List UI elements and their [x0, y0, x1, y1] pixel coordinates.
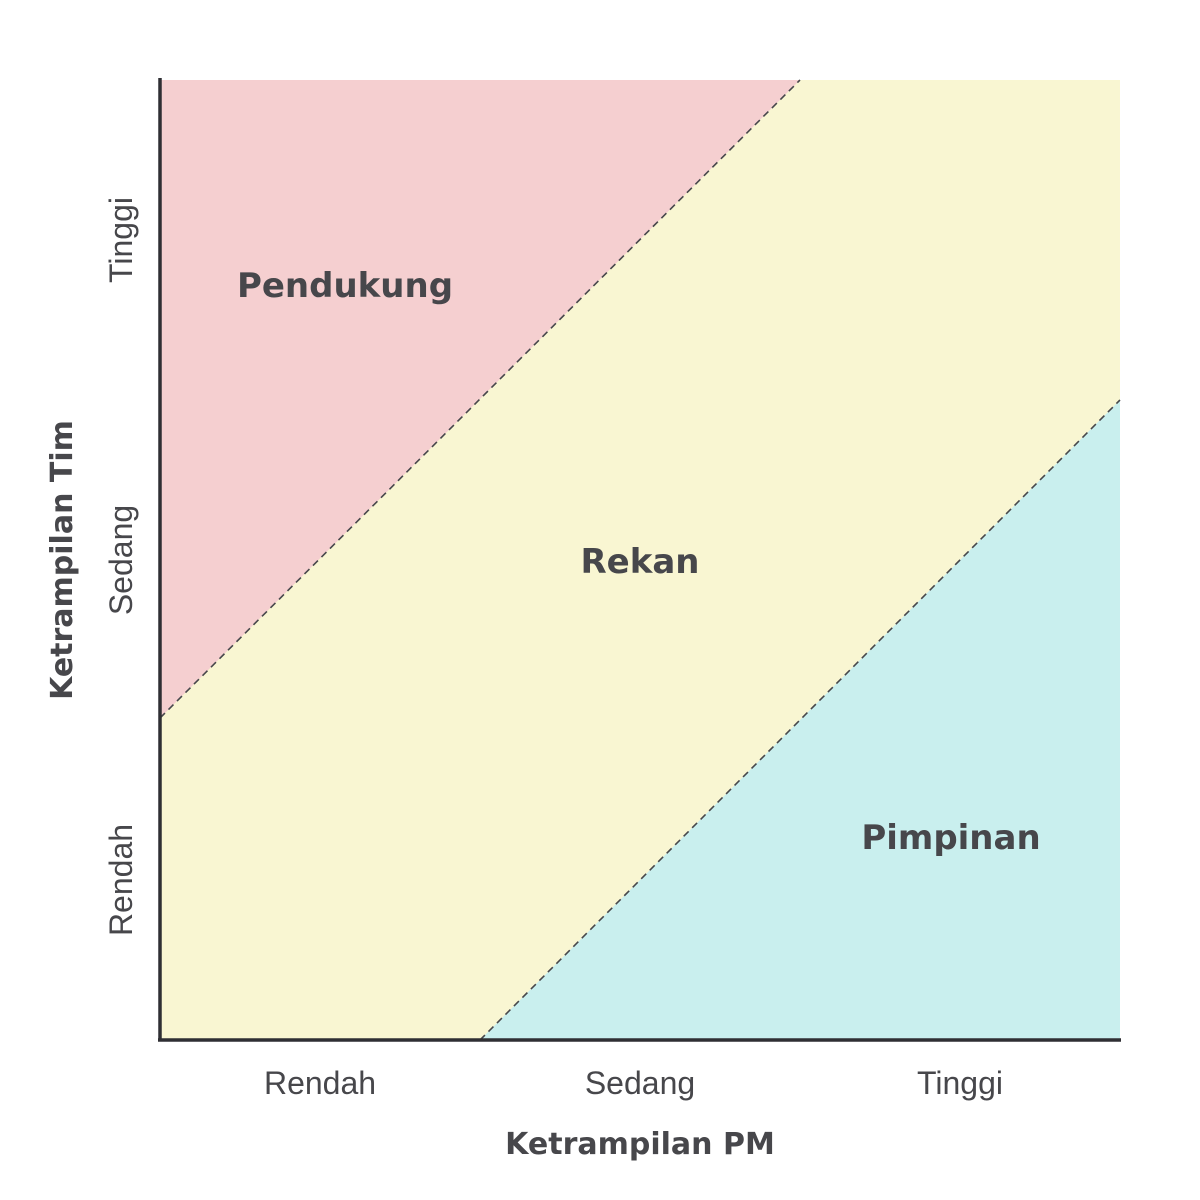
- region-label-middle: Rekan: [581, 542, 700, 582]
- region-label-bottom: Pimpinan: [861, 818, 1040, 858]
- y-axis-title: Ketrampilan Tim: [45, 420, 80, 700]
- x-axis-title: Ketrampilan PM: [505, 1127, 775, 1162]
- region-label-top: Pendukung: [237, 266, 453, 306]
- x-tick-medium: Sedang: [585, 1065, 695, 1101]
- bottom-boundary-line: [479, 399, 1121, 1041]
- x-tick-low: Rendah: [264, 1065, 376, 1101]
- x-tick-high: Tinggi: [917, 1065, 1003, 1101]
- y-tick-low: Rendah: [103, 824, 139, 936]
- top-boundary-line: [159, 79, 801, 719]
- y-tick-medium: Sedang: [103, 505, 139, 615]
- y-tick-high: Tinggi: [103, 197, 139, 283]
